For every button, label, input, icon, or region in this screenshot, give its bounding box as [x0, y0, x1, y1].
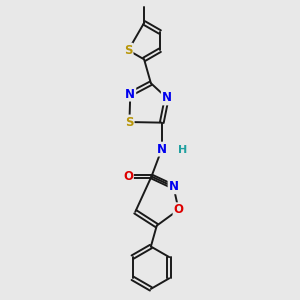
Text: N: N — [157, 142, 167, 156]
Text: O: O — [173, 203, 184, 216]
Text: H: H — [178, 145, 187, 155]
Text: N: N — [162, 92, 172, 104]
Text: S: S — [124, 44, 133, 57]
Text: N: N — [169, 180, 178, 193]
Text: O: O — [123, 170, 133, 183]
Text: S: S — [125, 116, 134, 128]
Text: N: N — [125, 88, 135, 100]
